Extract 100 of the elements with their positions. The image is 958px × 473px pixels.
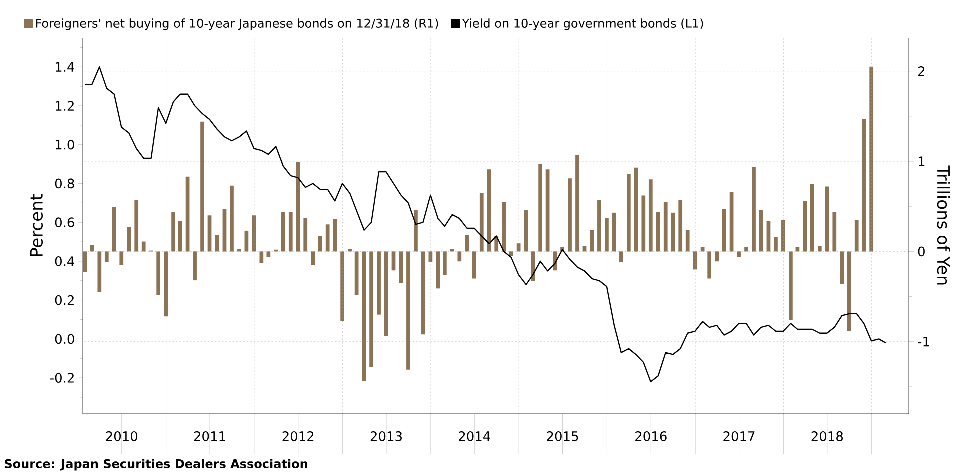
bar — [238, 248, 242, 252]
bar — [700, 247, 705, 252]
bar — [480, 193, 484, 252]
bar — [230, 186, 234, 252]
y2-tick-label: 2 — [918, 66, 924, 76]
bar — [634, 168, 638, 252]
legend-label: Foreigners' net buying of 10-year Japanese bonds on 12/31/18 (R1) — [36, 18, 438, 30]
bar — [722, 209, 726, 252]
bar — [399, 252, 404, 284]
y-axis-title: Percent — [30, 194, 44, 256]
bar — [715, 252, 719, 262]
bar — [414, 210, 418, 252]
bar — [436, 252, 440, 289]
bar — [244, 230, 249, 252]
bar — [377, 252, 381, 315]
bar — [98, 252, 102, 292]
bar — [796, 247, 800, 252]
bar — [730, 192, 734, 252]
x-tick-label: 2012 — [282, 432, 314, 442]
source-note: Source: Japan Securities Dealers Association — [5, 459, 308, 471]
bar — [450, 248, 454, 252]
bar — [304, 218, 308, 252]
bar — [370, 252, 374, 368]
bar — [222, 209, 227, 252]
bar — [774, 237, 778, 252]
bar — [142, 242, 146, 252]
y2-tick-label: -1 — [918, 337, 930, 347]
bar — [340, 252, 344, 322]
bar — [568, 178, 572, 252]
bar — [421, 252, 426, 335]
bar — [208, 216, 212, 252]
bar — [870, 66, 874, 252]
x-tick-label: 2016 — [636, 432, 667, 442]
bar — [509, 252, 514, 256]
bar — [847, 252, 852, 332]
bar — [318, 236, 322, 252]
bar — [465, 235, 470, 252]
x-tick-label: 2010 — [106, 432, 138, 442]
bar — [354, 252, 359, 295]
bar — [112, 208, 116, 252]
bar — [576, 155, 580, 252]
bar — [260, 252, 264, 264]
bar — [708, 252, 712, 279]
bar — [127, 227, 132, 252]
bar — [178, 221, 182, 252]
y-tick-label: 0.6 — [55, 218, 74, 228]
bar — [818, 246, 822, 252]
bar — [744, 247, 748, 252]
bar — [782, 220, 786, 252]
bar — [392, 252, 396, 271]
x-tick-label: 2014 — [459, 432, 490, 442]
bar — [516, 244, 521, 252]
bar — [83, 252, 88, 272]
bar — [862, 119, 866, 252]
y-tick-label: 0.0 — [55, 334, 74, 344]
y-tick-label: -0.2 — [50, 373, 74, 383]
bar — [362, 252, 366, 382]
x-tick-label: 2013 — [370, 432, 402, 442]
y-tick-label: 1.2 — [56, 101, 74, 111]
bar — [803, 201, 808, 252]
y2-axis-title: Trillions of Yen — [937, 166, 950, 285]
bar — [620, 252, 624, 263]
y-tick-label: 1.4 — [56, 62, 74, 72]
y-tick-label: 0.8 — [55, 178, 74, 189]
bar — [487, 170, 492, 252]
bar — [832, 212, 837, 252]
bar — [120, 252, 124, 266]
bar — [825, 186, 830, 252]
bar — [671, 212, 676, 252]
bar — [266, 252, 271, 258]
bar — [193, 252, 197, 281]
bar — [693, 252, 698, 270]
bar — [686, 230, 690, 252]
bar — [605, 218, 609, 252]
bar — [172, 212, 176, 252]
bar — [538, 164, 542, 252]
bar — [458, 252, 462, 262]
x-tick-label: 2018 — [812, 432, 844, 442]
bar — [186, 176, 190, 252]
bar — [752, 166, 756, 252]
bar — [546, 170, 550, 252]
bar — [90, 245, 94, 252]
legend-label: Yield on 10-year government bonds (L1) — [462, 18, 704, 30]
bar — [384, 252, 388, 336]
bar — [156, 252, 161, 295]
x-tick-label: 2015 — [547, 432, 578, 442]
bar — [326, 224, 330, 252]
y2-tick-label: 0 — [918, 246, 925, 257]
y-tick-label: 0.4 — [55, 256, 74, 266]
bar — [854, 220, 859, 252]
bar — [678, 200, 683, 252]
bar — [531, 252, 535, 282]
bar — [200, 122, 204, 252]
bar — [104, 252, 109, 263]
bar — [810, 184, 814, 252]
bar — [789, 252, 793, 320]
bar — [766, 221, 771, 252]
bar — [281, 212, 286, 252]
y-tick-label: 0.2 — [55, 295, 74, 306]
bar — [642, 196, 646, 252]
